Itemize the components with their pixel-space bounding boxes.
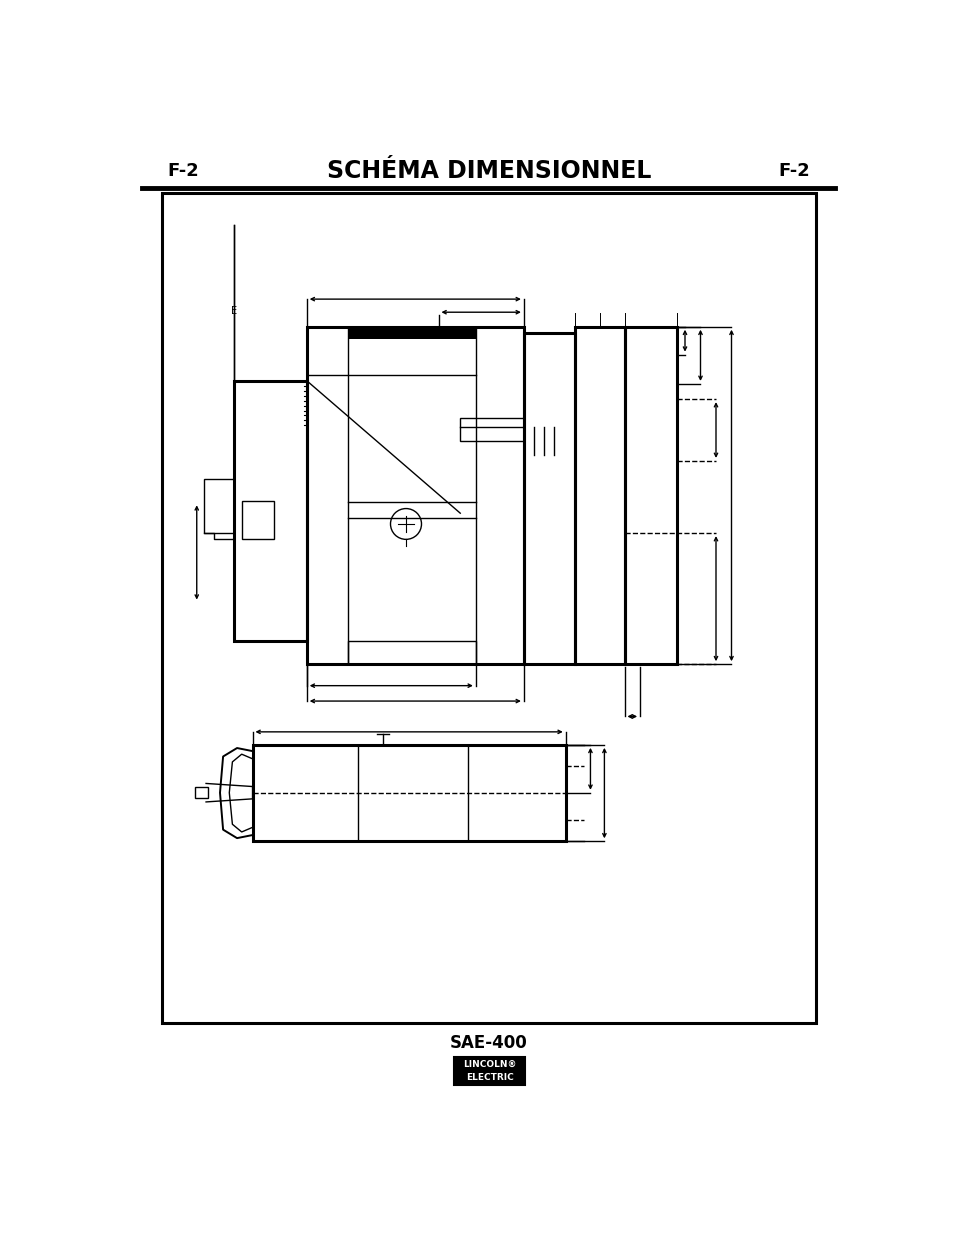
Text: LINCOLN®: LINCOLN® [462, 1060, 516, 1068]
Bar [575, 327, 624, 664]
Bar [523, 333, 575, 664]
Text: E: E [231, 306, 236, 316]
Bar [204, 479, 233, 534]
Text: F-2: F-2 [167, 162, 199, 180]
Bar [233, 380, 307, 641]
Bar [253, 745, 565, 841]
Text: SCHÉMA DIMENSIONNEL: SCHÉMA DIMENSIONNEL [326, 159, 651, 183]
Bar [459, 417, 523, 441]
Bar [195, 787, 208, 798]
Bar [455, 1071, 524, 1084]
Text: ELECTRIC: ELECTRIC [465, 1073, 513, 1082]
Bar [454, 1057, 525, 1084]
Bar [348, 327, 476, 340]
Bar [162, 193, 815, 1023]
Bar [624, 327, 677, 664]
Bar [307, 327, 523, 664]
Text: F-2: F-2 [778, 162, 810, 180]
Bar [455, 1057, 524, 1071]
Bar [348, 641, 476, 664]
Bar [241, 501, 274, 540]
Text: SAE-400: SAE-400 [450, 1034, 527, 1052]
